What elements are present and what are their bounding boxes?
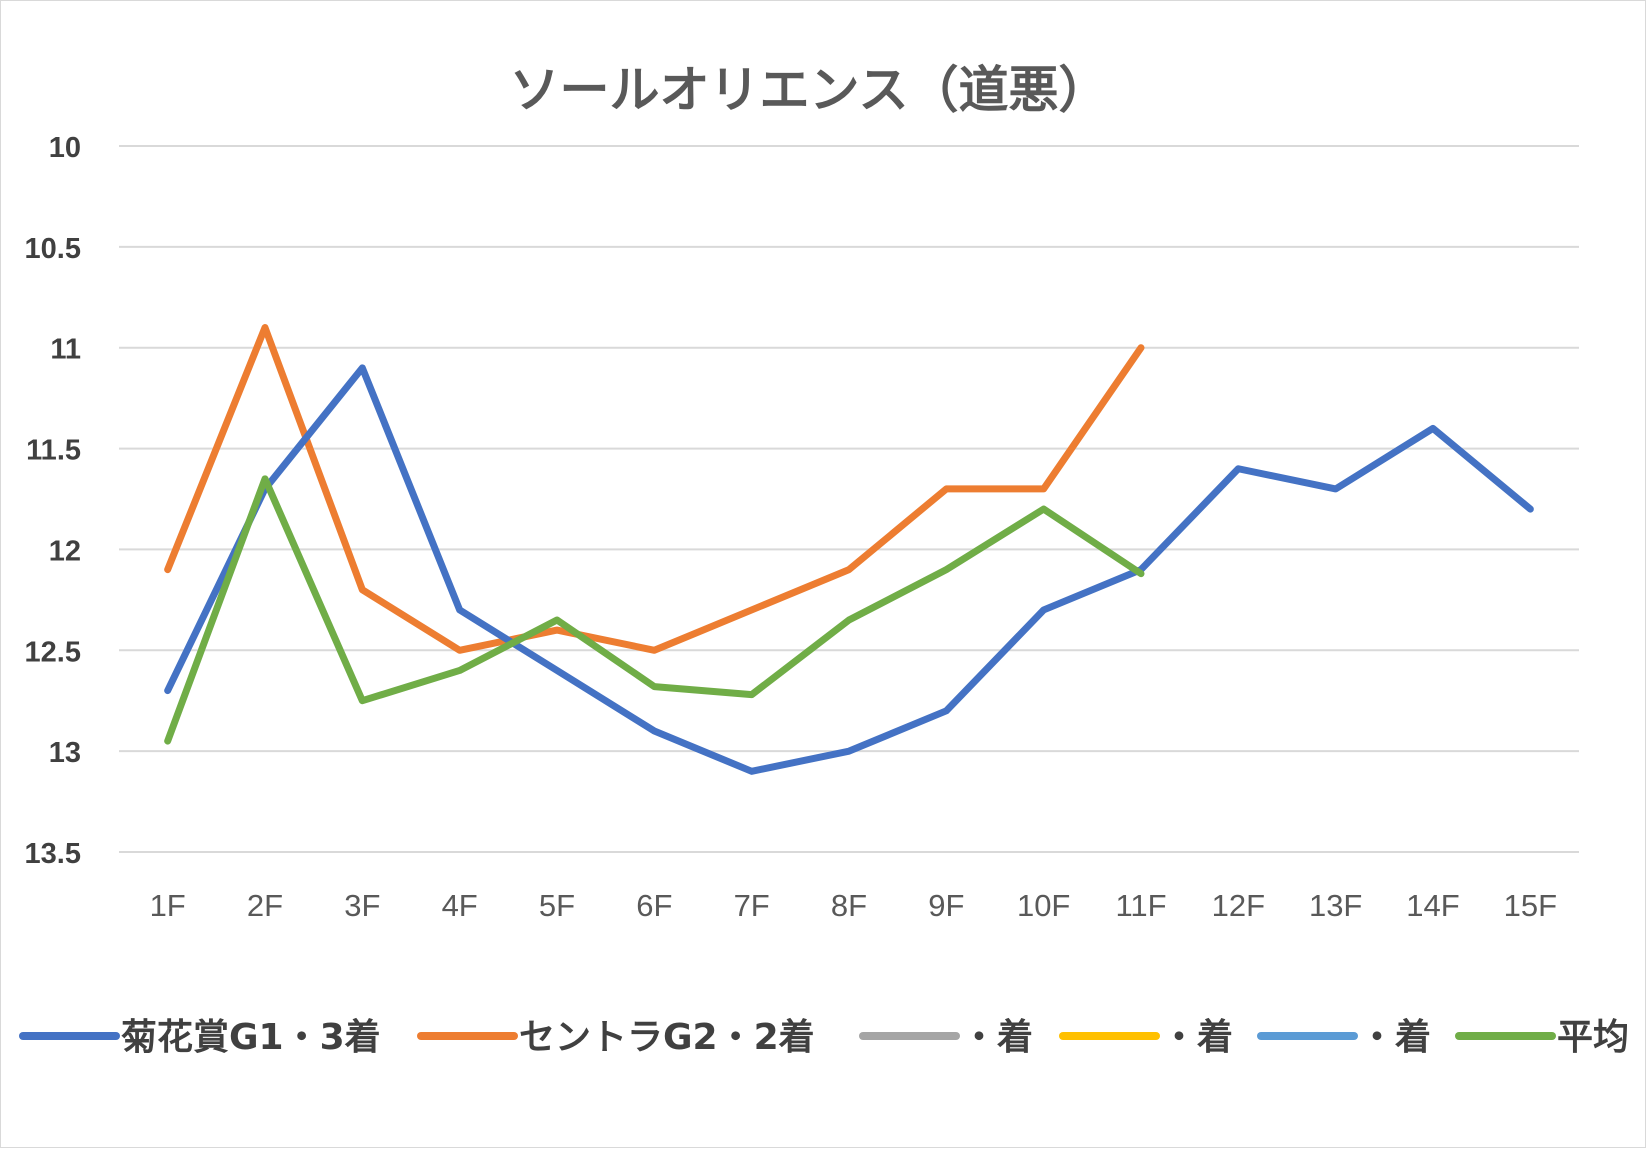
x-tick-label: 15F bbox=[1504, 888, 1557, 923]
x-tick-label: 5F bbox=[539, 888, 575, 923]
y-tick-label: 12 bbox=[49, 535, 81, 567]
chart-title: ソールオリエンス（道悪） bbox=[510, 61, 1109, 119]
x-tick-label: 1F bbox=[150, 888, 186, 923]
x-tick-label: 9F bbox=[928, 888, 964, 923]
gridlines bbox=[119, 145, 1579, 853]
x-tick-label: 11F bbox=[1115, 888, 1166, 923]
y-tick-label: 11.5 bbox=[26, 435, 81, 467]
x-tick-label: 2F bbox=[247, 888, 283, 923]
y-tick-label: 11 bbox=[50, 334, 81, 366]
x-tick-label: 12F bbox=[1212, 888, 1265, 923]
series-line bbox=[164, 324, 1145, 654]
legend-item: ・着 bbox=[859, 1017, 1033, 1058]
y-tick-label: 13.5 bbox=[25, 838, 81, 870]
y-tick-label: 13 bbox=[49, 737, 81, 769]
x-tick-label: 14F bbox=[1406, 888, 1459, 923]
legend-label: ・着 bbox=[1359, 1017, 1431, 1058]
series-line bbox=[164, 364, 1534, 775]
series-lines bbox=[164, 324, 1534, 775]
x-tick-label: 3F bbox=[344, 888, 380, 923]
y-axis-ticks: 10 10.5 11 11.5 12 12.5 13 13.5 bbox=[25, 132, 81, 870]
legend-item: 菊花賞G1・3着 bbox=[19, 1017, 381, 1058]
x-tick-label: 7F bbox=[734, 888, 770, 923]
legend-label: ・着 bbox=[1161, 1017, 1233, 1058]
x-tick-label: 13F bbox=[1309, 888, 1362, 923]
series-line bbox=[164, 475, 1145, 745]
legend-label: セントラG2・2着 bbox=[519, 1017, 815, 1058]
legend-label: ・着 bbox=[961, 1017, 1033, 1058]
x-tick-label: 8F bbox=[831, 888, 867, 923]
legend-item: セントラG2・2着 bbox=[417, 1017, 815, 1058]
x-tick-label: 6F bbox=[636, 888, 672, 923]
legend-label: 平均 bbox=[1557, 1017, 1629, 1058]
y-tick-label: 10 bbox=[49, 132, 81, 164]
y-tick-label: 10.5 bbox=[25, 233, 81, 265]
legend: 菊花賞G1・3着 セントラG2・2着 ・着 ・着 ・着 平均 bbox=[19, 1017, 1629, 1058]
x-tick-label: 10F bbox=[1017, 888, 1070, 923]
legend-item: 平均 bbox=[1455, 1017, 1629, 1058]
x-tick-label: 4F bbox=[442, 888, 478, 923]
legend-label: 菊花賞G1・3着 bbox=[121, 1017, 381, 1058]
legend-item: ・着 bbox=[1257, 1017, 1431, 1058]
x-axis-ticks: 1F 2F 3F 4F 5F 6F 7F 8F 9F 10F 11F 12F 13F 14F 15F bbox=[150, 888, 1557, 923]
legend-item: ・着 bbox=[1059, 1017, 1233, 1058]
y-tick-label: 12.5 bbox=[25, 636, 81, 668]
